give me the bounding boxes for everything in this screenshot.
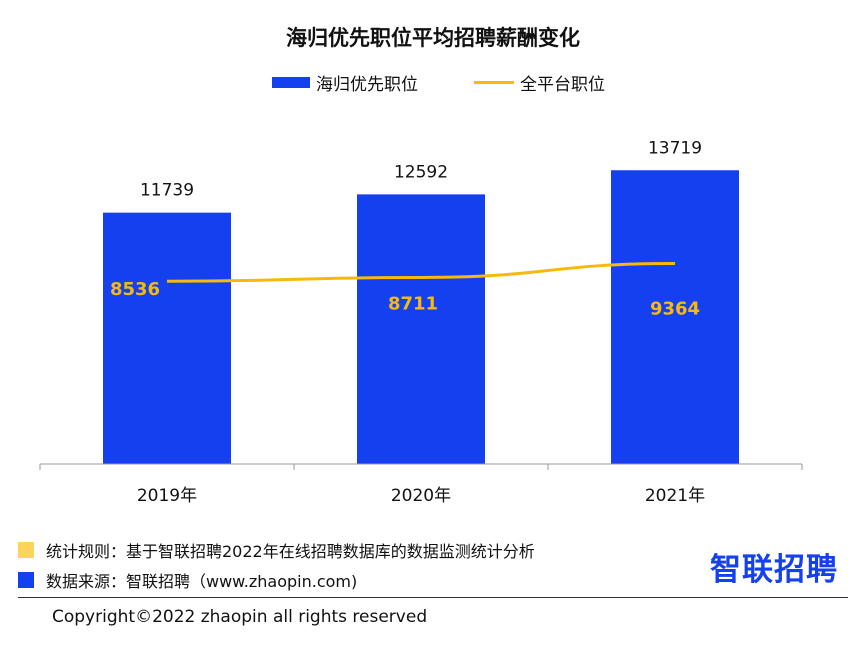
note-source-swatch xyxy=(18,572,34,588)
x-tick-label-2: 2021年 xyxy=(645,486,705,506)
bar-1 xyxy=(357,194,485,464)
note-source-text: 数据来源：智联招聘（www.zhaopin.com) xyxy=(46,572,358,591)
copyright-text: Copyright©2022 zhaopin all rights reserv… xyxy=(52,607,428,627)
chart-legend: 海归优先职位 全平台职位 xyxy=(0,70,866,95)
bar-2 xyxy=(611,170,739,464)
x-tick-label-0: 2019年 xyxy=(137,486,197,506)
bar-value-label-1: 12592 xyxy=(394,162,448,182)
note-rule-swatch xyxy=(18,542,34,558)
bar-value-label-0: 11739 xyxy=(140,181,194,201)
line-series xyxy=(166,262,676,283)
zhaopin-logo: 智联招聘 xyxy=(710,552,838,588)
line-value-label-2: 9364 xyxy=(650,299,700,320)
legend-swatch-bar xyxy=(272,77,310,88)
bar-value-label-2: 13719 xyxy=(648,138,702,158)
note-rule-text: 统计规则：基于智联招聘2022年在线招聘数据库的数据监测统计分析 xyxy=(46,542,535,561)
line-value-label-1: 8711 xyxy=(388,293,438,314)
legend-label-line: 全平台职位 xyxy=(520,75,605,95)
chart-plot: 11739 12592 13719 2019年 2020年 2021年 8536 8711 93… xyxy=(39,138,803,506)
chart-title: 海归优先职位平均招聘薪酬变化 xyxy=(286,26,580,50)
legend-swatch-line xyxy=(474,81,514,84)
bar-0 xyxy=(103,212,231,464)
line-value-label-0: 8536 xyxy=(110,279,160,300)
legend-label-bar: 海归优先职位 xyxy=(316,75,418,95)
footer-divider xyxy=(18,597,848,598)
x-tick-label-1: 2020年 xyxy=(391,486,451,506)
